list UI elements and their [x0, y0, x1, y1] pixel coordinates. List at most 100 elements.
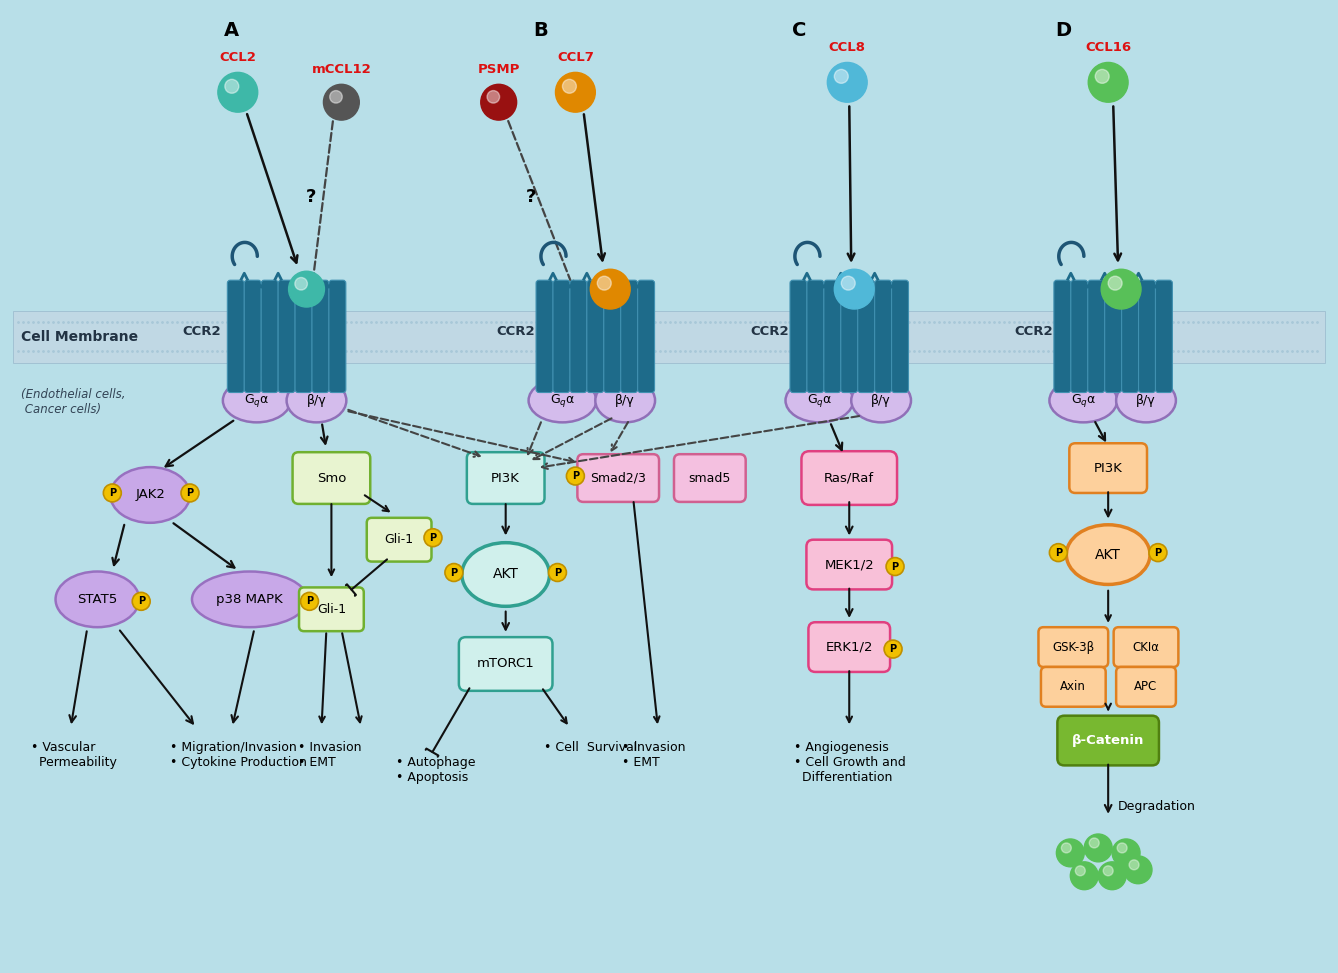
Circle shape — [1124, 856, 1152, 883]
Circle shape — [218, 72, 258, 112]
FancyBboxPatch shape — [1070, 280, 1088, 392]
Ellipse shape — [1066, 524, 1149, 585]
Circle shape — [480, 85, 516, 120]
Circle shape — [549, 563, 566, 582]
Circle shape — [1117, 843, 1127, 853]
Text: CCL16: CCL16 — [1085, 42, 1131, 54]
Ellipse shape — [851, 378, 911, 422]
FancyBboxPatch shape — [367, 518, 431, 561]
Text: • Invasion
• EMT: • Invasion • EMT — [622, 740, 685, 769]
Text: • Migration/Invasion
• Cytokine Production: • Migration/Invasion • Cytokine Producti… — [170, 740, 306, 769]
Circle shape — [1076, 866, 1085, 876]
Circle shape — [424, 528, 442, 547]
Ellipse shape — [1049, 378, 1117, 422]
FancyBboxPatch shape — [840, 280, 858, 392]
Text: Degradation: Degradation — [1119, 800, 1196, 812]
FancyBboxPatch shape — [1116, 667, 1176, 706]
Text: APC: APC — [1135, 680, 1157, 694]
FancyBboxPatch shape — [578, 454, 660, 502]
Text: β/γ: β/γ — [871, 394, 891, 407]
FancyBboxPatch shape — [1054, 280, 1070, 392]
Circle shape — [1104, 866, 1113, 876]
Text: Gli-1: Gli-1 — [317, 603, 347, 616]
Ellipse shape — [595, 378, 656, 422]
Text: P: P — [890, 644, 896, 654]
Text: MEK1/2: MEK1/2 — [824, 559, 874, 571]
Circle shape — [1101, 270, 1141, 309]
FancyBboxPatch shape — [1113, 628, 1179, 667]
Text: G$_q$α: G$_q$α — [807, 392, 832, 409]
Text: β-Catenin: β-Catenin — [1072, 734, 1144, 747]
Text: β/γ: β/γ — [306, 394, 326, 407]
Ellipse shape — [110, 467, 190, 523]
Text: • Vascular
  Permeability: • Vascular Permeability — [31, 740, 116, 769]
Text: β/γ: β/γ — [1136, 394, 1156, 407]
Text: • Autophage
• Apoptosis: • Autophage • Apoptosis — [396, 756, 475, 784]
Text: P: P — [571, 471, 579, 481]
Text: D: D — [1056, 21, 1072, 40]
Circle shape — [1112, 839, 1140, 867]
Text: Gli-1: Gli-1 — [384, 533, 413, 546]
Text: P: P — [891, 561, 899, 571]
Text: P: P — [186, 488, 194, 498]
Text: P: P — [451, 567, 458, 578]
Text: AKT: AKT — [1096, 548, 1121, 561]
FancyBboxPatch shape — [553, 280, 570, 392]
Text: Axin: Axin — [1061, 680, 1086, 694]
FancyBboxPatch shape — [858, 280, 875, 392]
FancyBboxPatch shape — [807, 280, 824, 392]
Circle shape — [1088, 62, 1128, 102]
Text: CCL2: CCL2 — [219, 52, 257, 64]
Text: ?: ? — [526, 188, 535, 205]
FancyBboxPatch shape — [674, 454, 745, 502]
Text: AKT: AKT — [492, 567, 519, 582]
FancyBboxPatch shape — [891, 280, 909, 392]
FancyBboxPatch shape — [875, 280, 891, 392]
Circle shape — [181, 484, 199, 502]
Text: mCCL12: mCCL12 — [312, 63, 371, 76]
Text: C: C — [792, 21, 807, 40]
Circle shape — [1049, 544, 1068, 561]
Text: Smad2/3: Smad2/3 — [590, 472, 646, 485]
FancyBboxPatch shape — [467, 452, 545, 504]
Ellipse shape — [785, 378, 854, 422]
FancyBboxPatch shape — [459, 637, 553, 691]
Ellipse shape — [286, 378, 347, 422]
Circle shape — [1129, 860, 1139, 870]
Ellipse shape — [56, 571, 139, 628]
Circle shape — [1057, 839, 1084, 867]
FancyBboxPatch shape — [570, 280, 587, 392]
Text: mTORC1: mTORC1 — [476, 658, 535, 670]
Ellipse shape — [191, 571, 308, 628]
Text: Cell Membrane: Cell Membrane — [20, 330, 138, 343]
Text: • Invasion
• EMT: • Invasion • EMT — [297, 740, 361, 769]
Text: P: P — [108, 488, 116, 498]
Text: P: P — [138, 596, 145, 606]
Text: CCL8: CCL8 — [828, 42, 866, 54]
Circle shape — [555, 72, 595, 112]
Circle shape — [1096, 69, 1109, 84]
Ellipse shape — [1116, 378, 1176, 422]
FancyBboxPatch shape — [1105, 280, 1121, 392]
Text: G$_q$α: G$_q$α — [244, 392, 269, 409]
Circle shape — [884, 640, 902, 658]
FancyBboxPatch shape — [801, 451, 896, 505]
Text: A: A — [225, 21, 240, 40]
Text: B: B — [533, 21, 547, 40]
FancyBboxPatch shape — [789, 280, 807, 392]
Circle shape — [132, 593, 150, 610]
Ellipse shape — [529, 378, 597, 422]
Circle shape — [1108, 276, 1123, 290]
Circle shape — [294, 277, 308, 290]
Circle shape — [1098, 862, 1127, 889]
Text: P: P — [429, 532, 436, 543]
Circle shape — [590, 270, 630, 309]
FancyBboxPatch shape — [312, 280, 329, 392]
FancyBboxPatch shape — [13, 311, 1325, 363]
FancyBboxPatch shape — [824, 280, 840, 392]
Circle shape — [1061, 843, 1072, 853]
Text: Ras/Raf: Ras/Raf — [824, 472, 874, 485]
FancyBboxPatch shape — [1121, 280, 1139, 392]
FancyBboxPatch shape — [638, 280, 654, 392]
Circle shape — [301, 593, 318, 610]
